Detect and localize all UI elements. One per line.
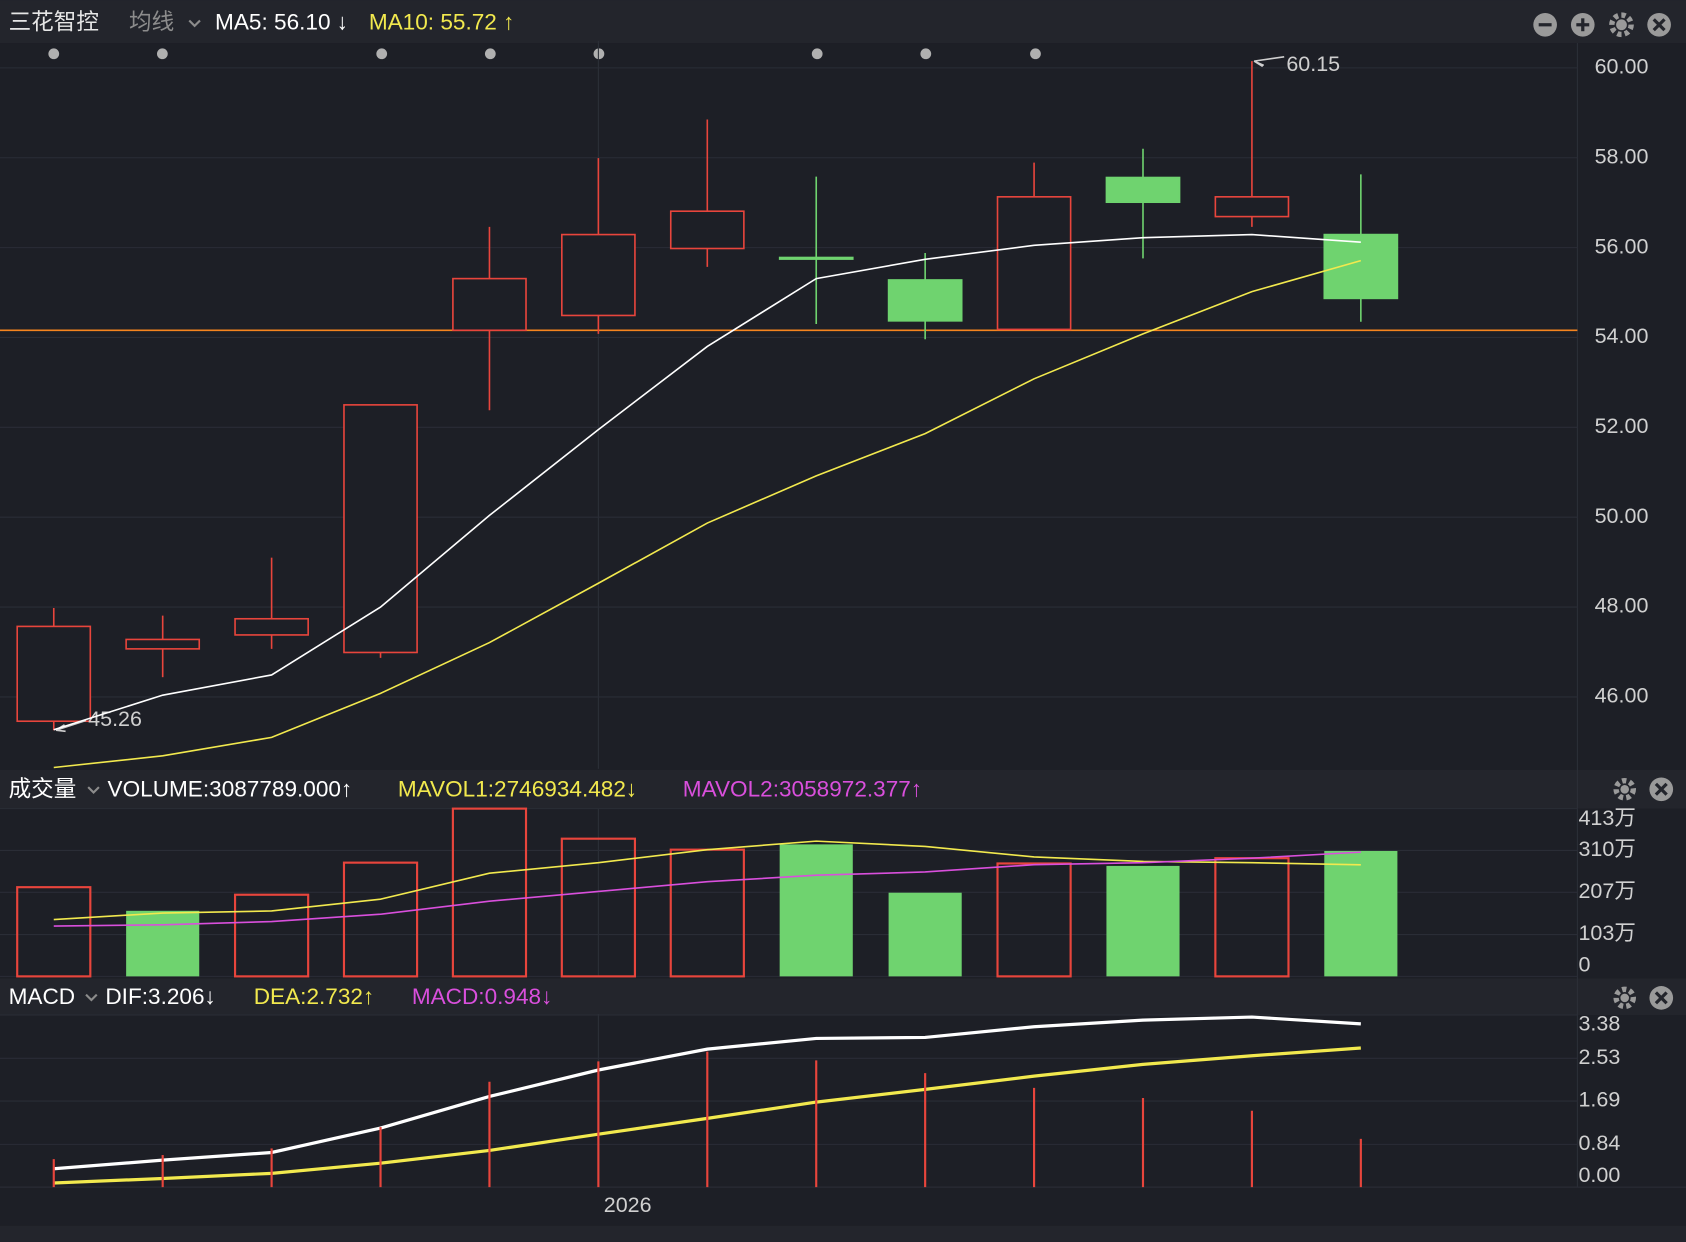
annotation-label: 45.26 xyxy=(88,707,142,731)
y-tick-label: 3.38 xyxy=(1578,1011,1620,1035)
volume-bar xyxy=(1106,865,1180,977)
candle-body xyxy=(669,210,745,250)
y-tick-label: 60.00 xyxy=(1595,55,1649,79)
volume-bar xyxy=(451,807,528,978)
series-line xyxy=(53,233,1361,731)
legend-dea: DEA:2.732↑ xyxy=(254,984,374,1009)
volume-bar xyxy=(126,910,200,977)
candle-body xyxy=(125,638,201,650)
y-tick-label: 58.00 xyxy=(1595,144,1649,168)
candle-body xyxy=(778,256,854,260)
legend-mavol1: MAVOL1:2746934.482↓ xyxy=(398,776,637,801)
y-tick-label: 0 xyxy=(1578,952,1590,976)
candle-body xyxy=(234,617,309,636)
price-header xyxy=(0,0,1686,44)
volume-bar xyxy=(16,886,92,978)
legend-ma5: MA5: 56.10 ↓ xyxy=(215,10,348,35)
y-tick-label: 56.00 xyxy=(1595,234,1649,258)
legend-mavol2: MAVOL2:3058972.377↑ xyxy=(683,776,922,801)
y-tick-label: 413万 xyxy=(1578,806,1635,830)
chevron[interactable] xyxy=(87,786,100,795)
volume-header xyxy=(0,769,1686,809)
volume-buttons[interactable] xyxy=(1613,777,1674,802)
y-tick-label: 310万 xyxy=(1578,837,1635,861)
candle-body xyxy=(1323,233,1399,300)
y-tick-label: 52.00 xyxy=(1595,414,1649,438)
scroll-strip xyxy=(0,1225,1686,1242)
legend-ma10: MA10: 55.72 ↑ xyxy=(369,10,515,35)
volume-bar xyxy=(342,861,419,978)
candle-body xyxy=(16,625,92,723)
y-tick-label: 48.00 xyxy=(1595,594,1649,618)
y-tick-label: 0.00 xyxy=(1578,1163,1620,1187)
panel: 46.00 48.00 50.00 52.00 54.00 56.00 58.00 60.00… xyxy=(0,52,1649,769)
macd-title[interactable]: MACD xyxy=(9,984,75,1009)
legend-volume: VOLUME:3087789.000↑ xyxy=(108,776,353,801)
series-line xyxy=(53,840,1361,921)
series-line xyxy=(53,851,1361,927)
y-tick-label: 0.84 xyxy=(1578,1131,1620,1155)
indicator-select[interactable]: 均线 xyxy=(129,10,174,35)
candle-body xyxy=(1214,196,1290,218)
chevron[interactable] xyxy=(188,19,201,28)
legend-macd: MACD:0.948↓ xyxy=(412,984,553,1009)
y-tick-label: 54.00 xyxy=(1595,324,1649,348)
volume-bar xyxy=(233,893,310,978)
candle-body xyxy=(343,404,418,654)
chevron[interactable] xyxy=(85,993,98,1002)
y-tick-label: 103万 xyxy=(1578,921,1635,945)
macd-header xyxy=(0,978,1686,1016)
header-buttons[interactable] xyxy=(1533,12,1671,38)
y-tick-label: 1.69 xyxy=(1578,1088,1620,1112)
panel: 0.00 0.84 1.69 2.53 3.38 xyxy=(0,1011,1620,1188)
volume-bar xyxy=(996,862,1072,978)
volume-bar xyxy=(888,892,962,977)
candle-body xyxy=(996,196,1072,331)
series-line xyxy=(53,259,1362,769)
volume-bar xyxy=(779,844,853,977)
candle-body xyxy=(452,277,527,332)
annotation-label: 60.15 xyxy=(1286,52,1340,76)
volume-bar xyxy=(560,837,637,978)
panel: 0 103万 207万 310万 413万 xyxy=(0,806,1636,978)
volume-title[interactable]: 成交量 xyxy=(9,776,77,801)
candle-body xyxy=(561,233,636,317)
y-tick-label: 207万 xyxy=(1578,879,1635,903)
y-tick-label: 50.00 xyxy=(1595,504,1649,528)
macd-buttons[interactable] xyxy=(1613,986,1674,1010)
candle-body xyxy=(1105,176,1181,204)
volume-bar xyxy=(1324,850,1398,977)
legend-dif: DIF:3.206↓ xyxy=(105,984,215,1009)
y-tick-label: 2.53 xyxy=(1578,1045,1620,1069)
annotation-arrow xyxy=(1253,56,1285,68)
x-tick-label: 2026 xyxy=(604,1193,652,1217)
candle-body xyxy=(887,279,963,322)
event-dots xyxy=(48,48,1041,60)
y-tick-label: 46.00 xyxy=(1595,684,1649,708)
stock-name: 三花智控 xyxy=(9,10,99,35)
